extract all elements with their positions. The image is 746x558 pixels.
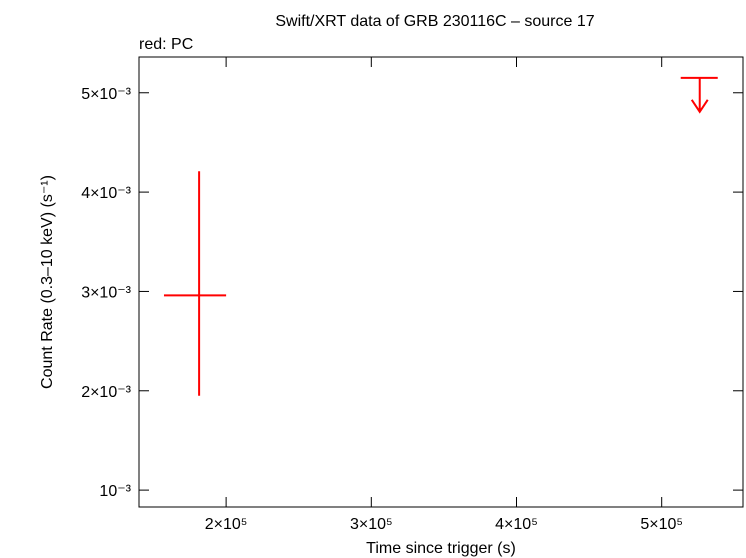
x-tick-label: 2×10⁵ <box>205 516 248 533</box>
y-tick-label: 10⁻³ <box>99 483 131 500</box>
y-tick-label: 4×10⁻³ <box>81 185 131 202</box>
x-tick-label: 3×10⁵ <box>350 516 393 533</box>
legend-text: red: PC <box>139 36 193 53</box>
y-tick-label: 2×10⁻³ <box>81 384 131 401</box>
chart-title: Swift/XRT data of GRB 230116C – source 1… <box>275 13 594 30</box>
x-tick-label: 4×10⁵ <box>495 516 538 533</box>
x-tick-label: 5×10⁵ <box>640 516 683 533</box>
upper-limit-arrow <box>690 77 709 114</box>
plot-frame <box>138 56 744 508</box>
y-tick-label: 5×10⁻³ <box>81 86 131 103</box>
y-tick-label: 3×10⁻³ <box>81 284 131 301</box>
y-axis-label: Count Rate (0.3–10 keV) (s⁻¹) <box>39 175 56 389</box>
x-axis-label: Time since trigger (s) <box>366 540 516 557</box>
